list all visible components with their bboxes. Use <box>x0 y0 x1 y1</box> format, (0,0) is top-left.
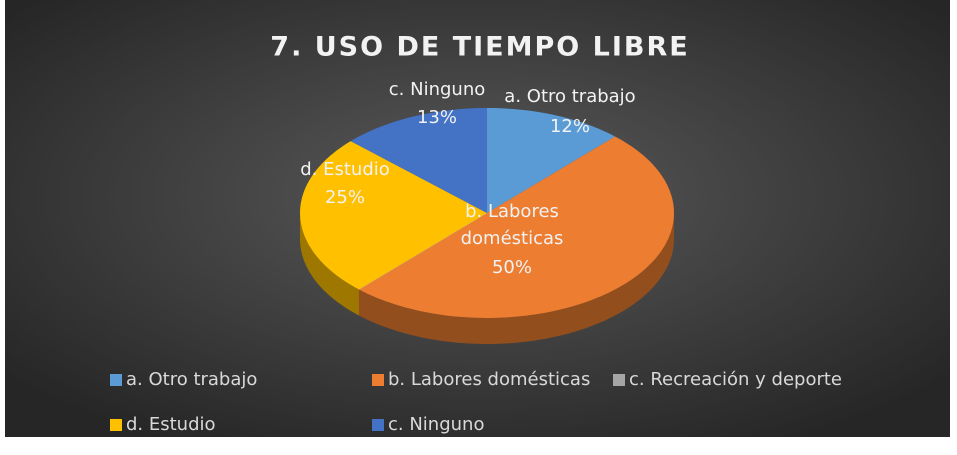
legend-label: d. Estudio <box>126 414 216 435</box>
legend-swatch <box>613 374 625 386</box>
legend-swatch <box>110 374 122 386</box>
legend-label: b. Labores domésticas <box>388 369 590 390</box>
legend-label: c. Recreación y deporte <box>629 369 842 390</box>
legend-swatch <box>372 374 384 386</box>
data-label-name: d. Estudio <box>300 159 390 180</box>
data-label: 13% <box>417 107 457 128</box>
data-label-line: domésticas <box>461 228 564 249</box>
chart-title: 7. USO DE TIEMPO LIBRE <box>270 32 689 63</box>
data-label: 12% <box>550 116 590 137</box>
pie-slice <box>350 108 487 213</box>
data-label-line: b. Labores <box>465 201 559 222</box>
legend-swatch <box>110 419 122 431</box>
pie-slice <box>358 136 674 318</box>
legend-label: c. Ninguno <box>388 414 484 435</box>
data-label-name: c. Ninguno <box>389 79 485 100</box>
data-label-name: b. Labores domésticas <box>461 201 564 249</box>
pie-slice-side <box>300 213 359 316</box>
data-label-name: a. Otro trabajo <box>504 86 635 107</box>
pie-slice <box>300 141 487 290</box>
legend-label: a. Otro trabajo <box>126 369 257 390</box>
pie-slice <box>487 108 616 213</box>
data-label: 25% <box>325 187 365 208</box>
data-label: 50% <box>492 257 532 278</box>
legend-swatch <box>372 419 384 431</box>
pie-slice-side <box>358 213 674 344</box>
